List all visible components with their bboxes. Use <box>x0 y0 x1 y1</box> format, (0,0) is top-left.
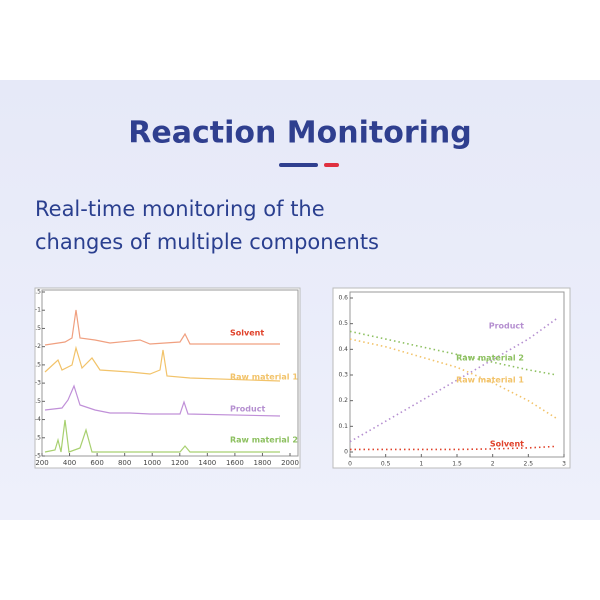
curve-label: Solvent <box>230 329 264 338</box>
y-tick-label: .5 <box>35 289 41 296</box>
curve-label: Product <box>230 405 265 414</box>
series-line <box>349 317 558 443</box>
y-tick-label: 0.4 <box>338 346 348 353</box>
spectrum <box>44 345 281 382</box>
x-tick-label: 1.5 <box>452 461 462 468</box>
underline-accent <box>324 163 339 167</box>
y-tick-label: -2 <box>35 343 41 350</box>
x-tick-label: 1800 <box>254 459 272 467</box>
y-tick-label: 0 <box>344 449 348 456</box>
y-tick-label: .5 <box>35 398 41 405</box>
y-tick-label: 0.1 <box>338 423 348 430</box>
x-tick-label: 1600 <box>226 459 244 467</box>
trend-plot <box>349 291 565 458</box>
y-tick-label: -3 <box>35 380 41 387</box>
x-tick-label: 0 <box>348 461 352 468</box>
x-tick-label: 1000 <box>143 459 161 467</box>
spectrum <box>44 384 281 417</box>
x-tick-label: 3 <box>562 461 566 468</box>
x-tick-label: 1400 <box>198 459 216 467</box>
subtitle: changes of multiple components <box>35 230 379 254</box>
spectrum <box>44 309 280 346</box>
x-tick-label: 0.5 <box>381 461 391 468</box>
y-tick-label: -5 <box>35 453 41 460</box>
spectra-plot <box>41 289 299 457</box>
legend-label: Raw material 1 <box>456 376 524 385</box>
spectra <box>44 309 281 453</box>
legend-label: Raw material 2 <box>456 354 524 363</box>
x-tick-label: 2 <box>491 461 495 468</box>
x-tick-label: 400 <box>63 459 76 467</box>
series-line <box>349 330 558 376</box>
y-tick-label: 0.5 <box>338 320 348 327</box>
y-tick-label: .5 <box>35 434 41 441</box>
series-line <box>349 338 558 420</box>
y-tick-label: .5 <box>35 325 41 332</box>
x-tick-label: 2000 <box>281 459 299 467</box>
x-tick-label: 600 <box>90 459 103 467</box>
y-tick-label: -1 <box>35 307 41 314</box>
y-tick-label: 0.3 <box>338 372 348 379</box>
x-tick-label: 1 <box>419 461 423 468</box>
y-tick-label: 0.2 <box>338 397 348 404</box>
x-tick-label: 1200 <box>171 459 189 467</box>
curve-label: Raw material 2 <box>230 436 298 445</box>
x-tick-label: 800 <box>118 459 131 467</box>
curve-label: Raw material 1 <box>230 373 298 382</box>
legend-label: Product <box>489 322 524 331</box>
spectrum <box>44 419 280 453</box>
legend-label: Solvent <box>490 440 524 449</box>
subtitle: Real-time monitoring of the <box>35 197 325 221</box>
y-tick-label: .5 <box>35 361 41 368</box>
x-tick-label: 200 <box>35 459 48 467</box>
y-tick-label: 0.6 <box>338 295 348 302</box>
underline <box>279 163 318 167</box>
y-tick-label: -4 <box>35 416 41 423</box>
title: Reaction Monitoring <box>128 116 471 151</box>
x-tick-label: 2.5 <box>524 461 534 468</box>
